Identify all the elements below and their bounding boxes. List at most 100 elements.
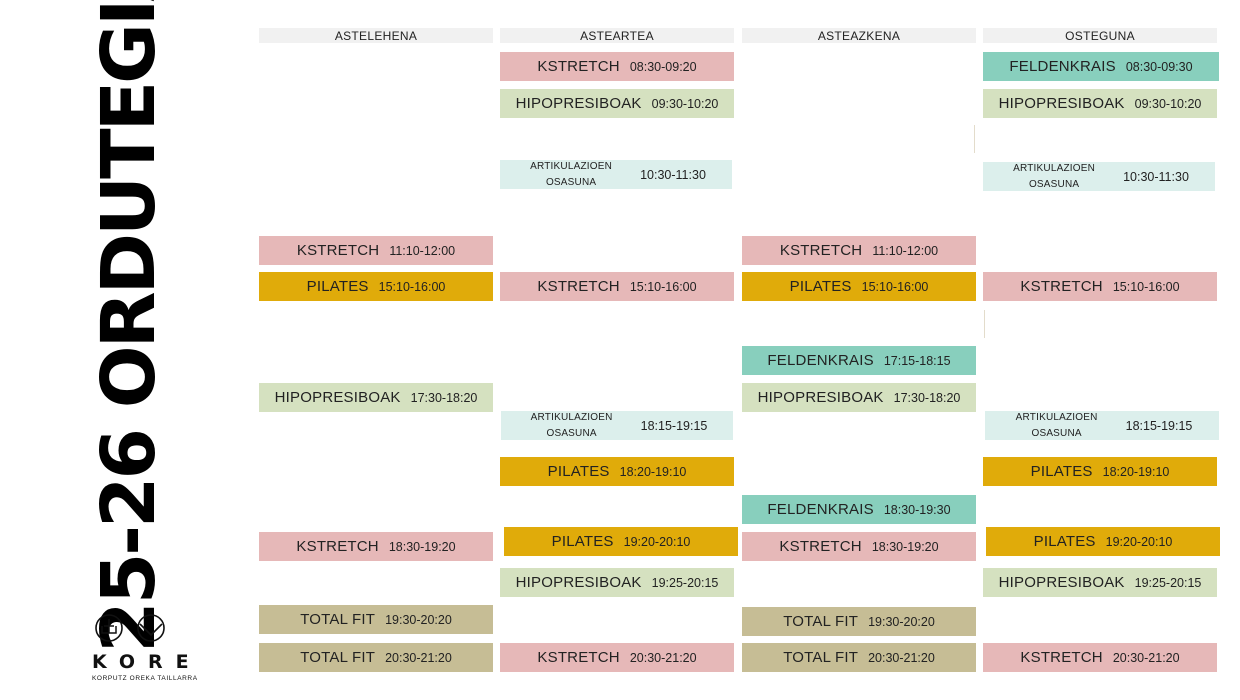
session-block[interactable]: KSTRETCH 18:30-19:20	[742, 532, 976, 561]
session-time: 15:10-16:00	[378, 279, 446, 294]
session-time: 19:25-20:15	[1134, 575, 1202, 590]
body-balance-icon	[95, 614, 123, 642]
session-block[interactable]: TOTAL FIT 20:30-21:20	[742, 643, 976, 672]
session-name: TOTAL FIT	[300, 649, 376, 666]
session-time: 20:30-21:20	[1112, 650, 1180, 665]
session-name: PILATES	[547, 463, 610, 480]
session-block[interactable]: PILATES 18:20-19:10	[500, 457, 734, 486]
session-time: 19:25-20:15	[651, 575, 719, 590]
session-block[interactable]: HIPOPRESIBOAK 09:30-10:20	[500, 89, 734, 118]
session-time: 15:10-16:00	[861, 279, 929, 294]
session-name: PILATES	[306, 278, 369, 295]
day-header-thursday: OSTEGUNA	[983, 28, 1217, 43]
session-time: 19:20-20:10	[1105, 534, 1173, 549]
session-name: HIPOPRESIBOAK	[274, 389, 401, 406]
session-name: FELDENKRAIS	[767, 501, 874, 518]
session-name: TOTAL FIT	[300, 611, 376, 628]
session-time: 15:10-16:00	[1112, 279, 1180, 294]
logo-subtitle: KORPUTZ OREKA TAILLARRA	[92, 675, 198, 682]
session-time: 20:30-21:20	[868, 650, 935, 665]
session-block[interactable]: FELDENKRAIS 18:30-19:30	[742, 495, 976, 524]
session-time: 18:30-19:20	[388, 539, 456, 554]
session-block[interactable]: KSTRETCH 20:30-21:20	[983, 643, 1217, 672]
session-block[interactable]: TOTAL FIT 19:30-20:20	[259, 605, 493, 634]
session-block[interactable]: KSTRETCH 15:10-16:00	[500, 272, 734, 301]
session-block[interactable]: ARTIKULAZIOEN OSASUNA 18:15-19:15	[985, 411, 1219, 440]
day-header-monday: ASTELEHENA	[259, 28, 493, 43]
session-block[interactable]: PILATES 19:20-20:10	[986, 527, 1220, 556]
session-time: 09:30-10:20	[651, 96, 719, 111]
session-time: 18:20-19:10	[619, 464, 687, 479]
session-name: KSTRETCH	[779, 242, 863, 259]
page-title: 25-26 ORDUTEGIA	[84, 0, 174, 653]
session-block[interactable]: PILATES 18:20-19:10	[983, 457, 1217, 486]
session-time: 17:30-18:20	[410, 390, 478, 405]
session-name: ARTIKULAZIOEN OSASUNA	[530, 160, 613, 188]
session-block[interactable]: TOTAL FIT 20:30-21:20	[259, 643, 493, 672]
logo-wordmark: KORE	[92, 651, 202, 673]
session-name: ARTIKULAZIOEN OSASUNA	[530, 411, 613, 439]
session-name: ARTIKULAZIOEN OSASUNA	[1015, 411, 1098, 439]
session-time: 19:20-20:10	[623, 534, 691, 549]
session-block[interactable]: HIPOPRESIBOAK 17:30-18:20	[742, 383, 976, 412]
session-block[interactable]: ARTIKULAZIOEN OSASUNA 10:30-11:30	[983, 162, 1215, 191]
page-title-text: 25-26 ORDUTEGIA	[86, 0, 172, 653]
session-name: KSTRETCH	[296, 538, 379, 555]
session-name: PILATES	[551, 533, 614, 550]
session-time: 11:10-12:00	[389, 243, 456, 258]
session-time: 17:15-18:15	[883, 353, 951, 368]
session-block[interactable]: PILATES 19:20-20:10	[504, 527, 738, 556]
kore-logo: KORE KORPUTZ OREKA TAILLARRA	[92, 613, 202, 698]
session-time: 18:20-19:10	[1102, 464, 1170, 479]
session-name: PILATES	[1033, 533, 1096, 550]
session-block[interactable]: KSTRETCH 18:30-19:20	[259, 532, 493, 561]
session-block[interactable]: HIPOPRESIBOAK 17:30-18:20	[259, 383, 493, 412]
session-name: TOTAL FIT	[783, 649, 859, 666]
session-time: 10:30-11:30	[640, 167, 706, 182]
session-name: KSTRETCH	[296, 242, 380, 259]
session-block[interactable]: KSTRETCH 11:10-12:00	[259, 236, 493, 265]
session-name: HIPOPRESIBOAK	[515, 95, 642, 112]
session-name: ARTIKULAZIOEN OSASUNA	[1013, 162, 1096, 190]
session-name: PILATES	[789, 278, 852, 295]
session-block[interactable]: PILATES 15:10-16:00	[259, 272, 493, 301]
session-time: 17:30-18:20	[893, 390, 961, 405]
session-name: KSTRETCH	[537, 649, 620, 666]
session-name: KSTRETCH	[779, 538, 862, 555]
session-block[interactable]: ARTIKULAZIOEN OSASUNA 10:30-11:30	[500, 160, 732, 189]
session-block[interactable]: KSTRETCH 08:30-09:20	[500, 52, 734, 81]
session-block[interactable]: KSTRETCH 20:30-21:20	[500, 643, 734, 672]
session-block[interactable]: TOTAL FIT 19:30-20:20	[742, 607, 976, 636]
session-time: 20:30-21:20	[629, 650, 697, 665]
session-block[interactable]: KSTRETCH 11:10-12:00	[742, 236, 976, 265]
session-time: 15:10-16:00	[629, 279, 697, 294]
session-name: HIPOPRESIBOAK	[515, 574, 642, 591]
divider	[984, 310, 985, 338]
session-time: 11:10-12:00	[872, 243, 939, 258]
session-block[interactable]: HIPOPRESIBOAK 19:25-20:15	[500, 568, 734, 597]
check-circle-icon	[137, 614, 165, 642]
session-time: 08:30-09:20	[629, 59, 697, 74]
day-header-wednesday: ASTEAZKENA	[742, 28, 976, 43]
session-block[interactable]: KSTRETCH 15:10-16:00	[983, 272, 1217, 301]
session-block[interactable]: ARTIKULAZIOEN OSASUNA 18:15-19:15	[501, 411, 733, 440]
session-name: KSTRETCH	[1020, 278, 1103, 295]
session-time: 18:15-19:15	[1125, 418, 1193, 433]
session-time: 18:15-19:15	[640, 418, 708, 433]
session-name: HIPOPRESIBOAK	[998, 95, 1125, 112]
session-name: FELDENKRAIS	[1009, 58, 1116, 75]
session-time: 09:30-10:20	[1134, 96, 1202, 111]
session-block[interactable]: FELDENKRAIS 08:30-09:30	[983, 52, 1219, 81]
session-block[interactable]: HIPOPRESIBOAK 19:25-20:15	[983, 568, 1217, 597]
session-block[interactable]: HIPOPRESIBOAK 09:30-10:20	[983, 89, 1217, 118]
divider	[974, 125, 975, 153]
session-name: FELDENKRAIS	[767, 352, 874, 369]
session-time: 18:30-19:30	[883, 502, 951, 517]
session-block[interactable]: PILATES 15:10-16:00	[742, 272, 976, 301]
session-name: KSTRETCH	[537, 278, 620, 295]
session-time: 19:30-20:20	[385, 612, 452, 627]
session-name: KSTRETCH	[1020, 649, 1103, 666]
session-block[interactable]: FELDENKRAIS 17:15-18:15	[742, 346, 976, 375]
session-name: HIPOPRESIBOAK	[757, 389, 884, 406]
session-name: HIPOPRESIBOAK	[998, 574, 1125, 591]
